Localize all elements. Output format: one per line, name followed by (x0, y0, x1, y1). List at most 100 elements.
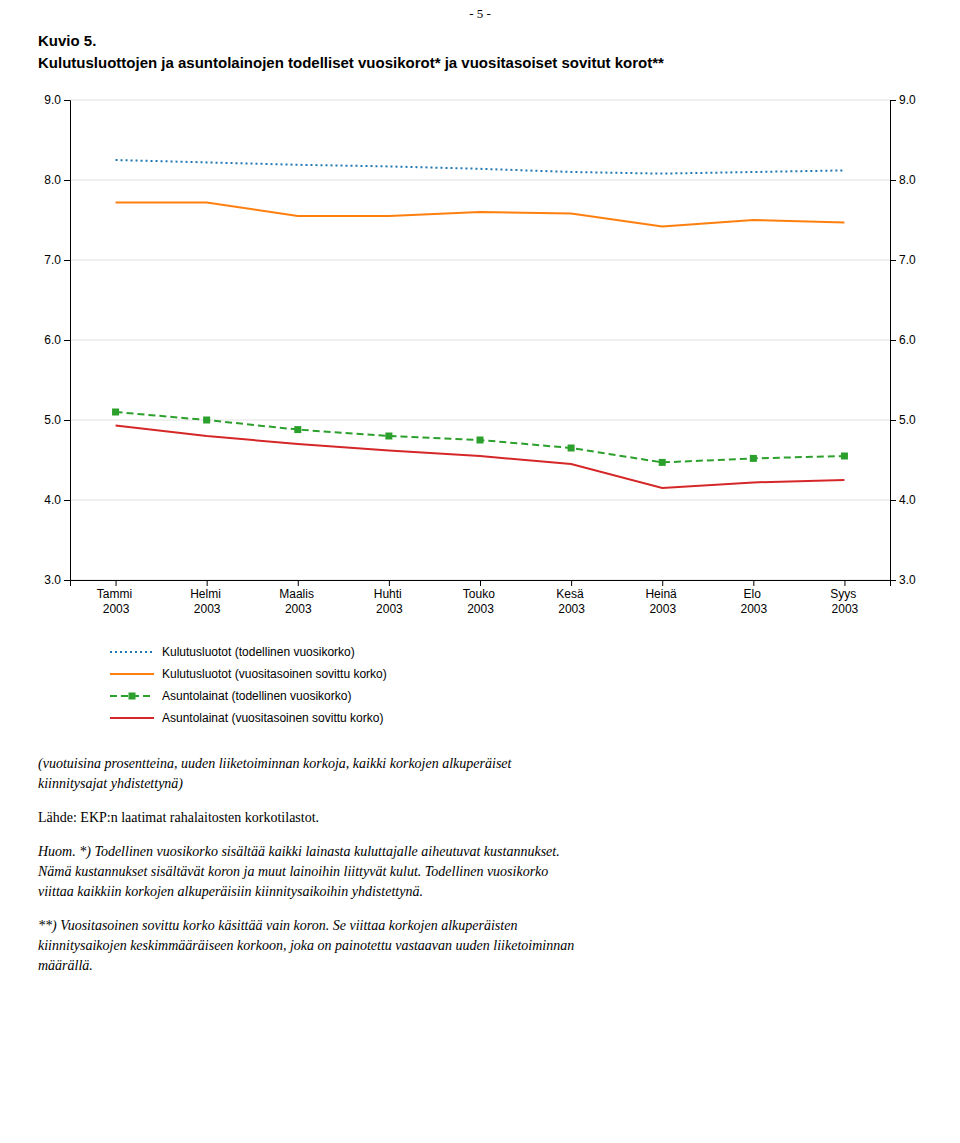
y2-tick: 8.0 (890, 173, 916, 187)
tick-label: Huhti 2003 (374, 587, 405, 616)
tick-label: Touko 2003 (463, 587, 498, 616)
y-tick: 9.0 (44, 93, 70, 107)
legend: Kulutusluotot (todellinen vuosikorko) Kul… (110, 645, 387, 725)
legend-label: Asuntolainat (todellinen vuosikorko) (162, 689, 351, 703)
tick-label-line: 2003 (194, 602, 221, 616)
y2-tick: 9.0 (890, 93, 916, 107)
tick-label-line: 2003 (285, 602, 312, 616)
footnote: (vuotuisina prosentteina, uuden liiketoi… (38, 756, 513, 772)
tick-mark (890, 500, 896, 501)
legend-swatch (110, 673, 154, 675)
grid-line (70, 340, 890, 341)
tick-label-line: Elo (743, 587, 764, 601)
grid-line (70, 500, 890, 501)
x-tick: Helmi 2003 (190, 580, 224, 616)
page-label: - 5 - (469, 6, 491, 21)
point-marker (203, 417, 210, 424)
footnotes: (vuotuisina prosentteina, uuden liiketoi… (37, 756, 574, 973)
x-tick: Kesä 2003 (556, 580, 587, 616)
tick-label-line: 2003 (649, 602, 676, 616)
chart-title: Kulutusluottojen ja asuntolainojen todel… (38, 54, 664, 71)
tick-label: 6.0 (44, 333, 61, 347)
x-axis: Tammi 2003Helmi 2003Maalis 2003Huhti 200… (71, 580, 891, 616)
tick-mark (64, 420, 70, 421)
y2-axis: 3.04.05.06.07.08.09.0 (890, 93, 916, 587)
x-tick: Syys 2003 (830, 580, 859, 616)
tick-label: 9.0 (899, 93, 916, 107)
tick-mark (890, 180, 896, 181)
y-tick: 5.0 (44, 413, 70, 427)
tick-label-line: Helmi (190, 587, 224, 601)
tick-label: Tammi 2003 (97, 587, 136, 616)
footnote: Nämä kustannukset sisältävät koron ja mu… (37, 864, 548, 879)
x-tick: Heinä 2003 (645, 580, 680, 616)
grid-line (70, 260, 890, 261)
tick-label: Helmi 2003 (190, 587, 224, 616)
footnote: kiinnitysajat yhdistettynä) (38, 776, 183, 792)
tick-mark (890, 100, 896, 101)
tick-label-line: Kesä (556, 587, 587, 601)
x-tick: Maalis 2003 (279, 580, 317, 616)
tick-label: 6.0 (899, 333, 916, 347)
tick-label: 3.0 (899, 573, 916, 587)
tick-mark (64, 580, 70, 581)
tick-mark (207, 580, 208, 586)
tick-mark (64, 500, 70, 501)
tick-label-line: Syys (830, 587, 859, 601)
legend-label: Asuntolainat (vuositasoinen sovittu kork… (162, 711, 383, 725)
tick-label-line: 2003 (558, 602, 585, 616)
tick-label: Maalis 2003 (279, 587, 317, 616)
grid (70, 100, 890, 580)
point-marker (659, 459, 666, 466)
tick-mark (844, 580, 845, 586)
x-tick: Huhti 2003 (374, 580, 405, 616)
tick-label-line: 2003 (103, 602, 130, 616)
tick-mark (890, 260, 896, 261)
tick-label: 7.0 (899, 253, 916, 267)
tick-label-line: Heinä (645, 587, 680, 601)
point-marker (385, 433, 392, 440)
tick-label: 9.0 (44, 93, 61, 107)
point-marker (477, 437, 484, 444)
tick-label: 8.0 (899, 173, 916, 187)
y-tick: 6.0 (44, 333, 70, 347)
series-line (116, 160, 845, 174)
chart-svg: - 5 -Kuvio 5.Kulutusluottojen ja asuntol… (0, 0, 960, 1143)
tick-label: 4.0 (899, 493, 916, 507)
tick-mark (753, 580, 754, 586)
footnote: Lähde: EKP:n laatimat rahalaitosten kork… (38, 810, 319, 825)
legend-item: Kulutusluotot (vuositasoinen sovittu kor… (110, 667, 387, 681)
tick-mark (298, 580, 299, 586)
legend-swatch (110, 717, 154, 719)
tick-label-line: Touko (463, 587, 498, 601)
point-marker (294, 426, 301, 433)
legend-item: Kulutusluotot (todellinen vuosikorko) (110, 645, 355, 659)
tick-label: Heinä 2003 (645, 587, 680, 616)
x-tick: Touko 2003 (463, 580, 498, 616)
tick-mark (890, 420, 896, 421)
legend-item: Asuntolainat (todellinen vuosikorko) (110, 689, 351, 703)
y2-tick: 6.0 (890, 333, 916, 347)
footnote: Huom. *) Todellinen vuosikorko sisältää … (37, 844, 560, 860)
footnote: kiinnitysaikojen keskimmääräiseen korkoo… (38, 938, 574, 953)
tick-label: 7.0 (44, 253, 61, 267)
tick-label-line: 2003 (467, 602, 494, 616)
grid-line (70, 100, 890, 101)
tick-label: 8.0 (44, 173, 61, 187)
tick-mark (64, 180, 70, 181)
tick-mark (389, 580, 390, 586)
tick-mark (64, 340, 70, 341)
plot-area (112, 160, 848, 488)
point-marker (750, 455, 757, 462)
y2-tick: 7.0 (890, 253, 916, 267)
tick-mark (480, 580, 481, 586)
tick-mark (64, 100, 70, 101)
point-marker (841, 453, 848, 460)
tick-label-line: 2003 (832, 602, 859, 616)
tick-mark (64, 260, 70, 261)
axis-line (891, 101, 897, 581)
axis-line (64, 101, 71, 581)
chart-container: - 5 -Kuvio 5.Kulutusluottojen ja asuntol… (0, 0, 960, 1143)
y-axis: 3.04.05.06.07.08.09.0 (44, 93, 70, 587)
tick-mark (571, 580, 572, 586)
